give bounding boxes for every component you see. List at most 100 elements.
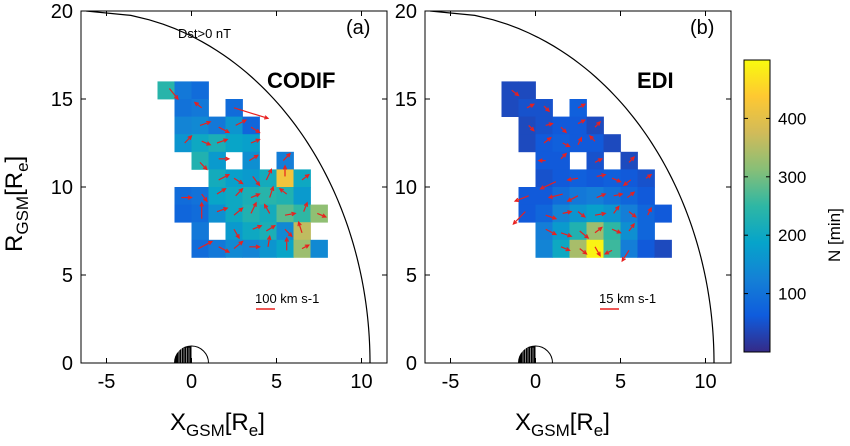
velocity-vector — [545, 214, 558, 220]
velocity-vector — [613, 205, 620, 214]
heatmap-cell — [191, 151, 209, 170]
heatmap-cell — [586, 204, 604, 223]
velocity-vector — [199, 161, 208, 171]
velocity-vector — [233, 177, 244, 185]
x-tick-label: -5 — [98, 371, 116, 393]
heatmap-cell — [242, 239, 260, 258]
heatmap-cell — [225, 204, 243, 223]
y-tick-label: 0 — [406, 353, 417, 375]
velocity-vector — [250, 193, 261, 199]
velocity-vector — [537, 158, 546, 163]
velocity-vector — [596, 173, 607, 178]
heatmap-cell — [208, 204, 226, 223]
heatmap-cell — [620, 169, 638, 188]
heatmap-cell — [242, 169, 260, 188]
heatmap-cell — [242, 187, 260, 205]
velocity-vector — [613, 192, 624, 197]
velocity-vector — [303, 201, 309, 212]
heatmap-cell — [276, 222, 294, 241]
velocity-vector — [560, 152, 568, 160]
heatmap-cell — [586, 222, 604, 241]
velocity-vector — [566, 177, 579, 182]
heatmap-cell — [518, 204, 536, 223]
velocity-vector — [621, 250, 630, 263]
velocity-vector — [588, 134, 596, 142]
velocity-vector — [628, 211, 637, 218]
velocity-vector — [181, 195, 193, 200]
heatmap-cell — [174, 134, 192, 153]
heatmap-cell — [620, 204, 638, 223]
x-tick-label: 5 — [271, 371, 282, 393]
heatmap-cell — [293, 222, 311, 241]
y-tick-label: 20 — [395, 1, 417, 23]
x-axis-label-a: XGSM[Re] — [170, 409, 265, 440]
velocity-vector — [647, 206, 652, 216]
colorbar-tick-label: 100 — [778, 285, 806, 304]
heatmap-cell — [310, 239, 328, 258]
axis-ticks-b: -5 0 5 10 0 5 10 15 20 — [395, 1, 731, 393]
heatmap-cell — [535, 116, 553, 135]
colorbar-tick-label: 200 — [778, 226, 806, 245]
velocity-vector — [579, 248, 588, 255]
velocity-vector — [233, 240, 244, 250]
heatmap-cell — [552, 222, 570, 241]
velocity-vector — [594, 226, 603, 234]
velocity-vector — [622, 179, 632, 187]
velocity-vector — [168, 88, 179, 101]
heatmap-cell — [259, 169, 277, 188]
velocity-vector — [216, 188, 227, 195]
velocity-vector — [184, 134, 193, 144]
velocity-vector — [545, 122, 554, 127]
heatmap-cell — [293, 169, 311, 188]
x-tick-label: 10 — [350, 371, 372, 393]
x-axis-label-b: XGSM[Re] — [515, 409, 610, 440]
heatmap-cell — [208, 151, 226, 170]
velocity-vector — [560, 246, 571, 252]
heatmap-cells-a — [157, 81, 328, 258]
heatmap-cell — [586, 134, 604, 153]
heatmap-cell — [569, 204, 587, 223]
heatmap-cell — [586, 187, 604, 205]
heatmap-cell — [552, 187, 570, 205]
heatmap-cell — [208, 169, 226, 188]
velocity-vector — [266, 234, 272, 247]
scale-label-b: 15 km s-1 — [599, 291, 656, 306]
earth-icon — [517, 345, 554, 364]
velocity-vector — [218, 174, 231, 181]
velocity-vector — [562, 142, 571, 148]
heatmap-cell — [276, 204, 294, 223]
heatmap-cell — [259, 204, 277, 223]
y-tick-label: 15 — [395, 89, 417, 111]
y-tick-label: 15 — [51, 89, 73, 111]
boundary-curve — [86, 11, 371, 363]
velocity-vector — [512, 211, 526, 225]
velocity-vector — [543, 105, 551, 113]
velocity-vector — [233, 228, 240, 240]
velocity-vector — [577, 119, 587, 125]
heatmap-cell — [603, 187, 621, 205]
velocity-vector — [252, 224, 263, 230]
velocity-vector — [543, 136, 552, 144]
y-axis-label: RGSM[Re] — [1, 156, 32, 252]
velocity-vector — [199, 120, 212, 126]
velocity-vector — [235, 119, 248, 126]
heatmap-cell — [208, 116, 226, 135]
heatmap-cell — [603, 134, 621, 153]
velocity-vector — [594, 120, 602, 128]
heatmap-cell — [552, 169, 570, 188]
heatmap-cell — [535, 204, 553, 223]
heatmap-cell — [174, 204, 192, 223]
heatmap-cell — [174, 187, 192, 205]
heatmap-cell — [191, 81, 209, 100]
x-tick-label: 10 — [694, 371, 716, 393]
heatmap-cell — [637, 222, 655, 241]
heatmap-cell — [620, 239, 638, 258]
heatmap-cell — [637, 204, 655, 223]
colorbar-label: N [min] — [825, 208, 844, 262]
heatmap-cell — [191, 239, 209, 258]
velocity-vector — [198, 240, 214, 250]
velocity-vector — [560, 126, 568, 134]
heatmap-cell — [535, 187, 553, 205]
heatmap-cell — [191, 99, 209, 117]
heatmap-cell — [535, 239, 553, 258]
